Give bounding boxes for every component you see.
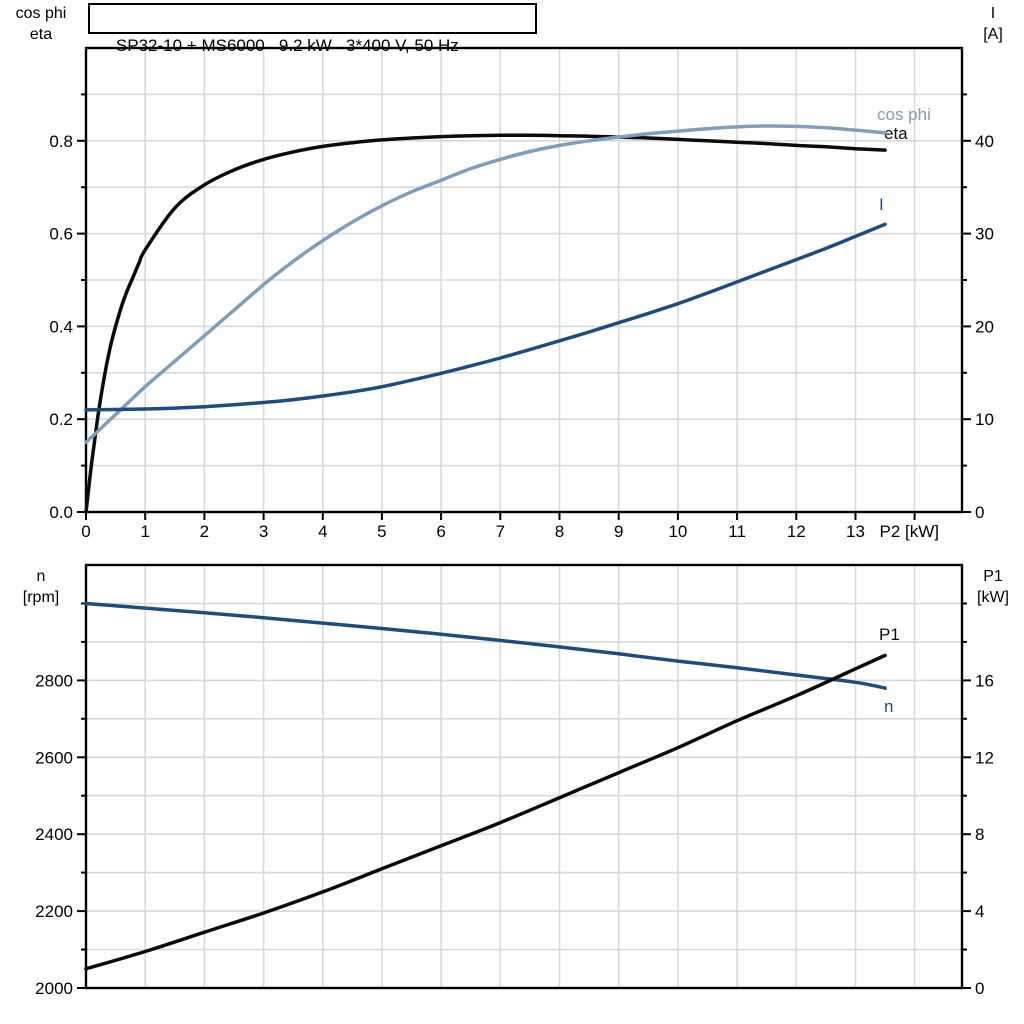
axis-title-speed: n (36, 568, 46, 585)
right-axis-tick-label: 8 (975, 825, 984, 844)
left-axis-tick-label: 2000 (35, 979, 73, 998)
x-axis-tick-label: 3 (259, 522, 268, 541)
x-axis-tick-label: 1 (140, 522, 149, 541)
left-axis-tick-label: 0.2 (49, 410, 73, 429)
left-axis-tick-label: 2200 (35, 902, 73, 921)
x-axis-tick-label: 13 (846, 522, 865, 541)
left-axis-tick-label: 2400 (35, 825, 73, 844)
curve-label-eta: eta (884, 124, 908, 143)
axis-title-speed-unit: [rpm] (22, 589, 60, 606)
x-axis-tick-label: 10 (668, 522, 687, 541)
left-axis-tick-label: 0.6 (49, 225, 73, 244)
right-axis-tick-label: 30 (975, 225, 994, 244)
left-axis-tick-label: 0.0 (49, 503, 73, 522)
x-axis-tick-label: 0 (81, 522, 90, 541)
chart-title-box: SP32-10 + MS6000 9.2 kW 3*400 V, 50 Hz (88, 3, 537, 55)
top-left-axis-title: cos phi eta (0, 3, 82, 45)
left-axis-tick-label: 0.8 (49, 132, 73, 151)
axis-title-current-unit: [A] (983, 26, 1003, 43)
x-axis-tick-label: 4 (318, 522, 327, 541)
curve-label-I: I (879, 195, 884, 214)
x-axis-tick-label: 9 (614, 522, 623, 541)
axis-title-cos-phi: cos phi (15, 5, 67, 22)
x-axis-tick-label: 6 (436, 522, 445, 541)
bottom-right-axis-title: P1 [kW] (962, 566, 1024, 608)
left-axis-tick-label: 2600 (35, 748, 73, 767)
right-axis-tick-label: 4 (975, 902, 984, 921)
right-axis-tick-label: 0 (975, 979, 984, 998)
top-right-axis-title: I [A] (962, 3, 1024, 45)
x-axis-title: P2 [kW] (880, 522, 940, 541)
right-axis-tick-label: 20 (975, 317, 994, 336)
plot-frame (84, 563, 964, 990)
left-axis-tick-label: 2800 (35, 671, 73, 690)
bottom-left-axis-title: n [rpm] (0, 566, 82, 608)
x-axis-tick-label: 5 (377, 522, 386, 541)
right-axis-tick-label: 0 (975, 503, 984, 522)
curve-label-P1: P1 (879, 625, 900, 644)
curve-eta (84, 133, 887, 514)
right-axis-tick-label: 10 (975, 410, 994, 429)
motor-curves-bottom: 2000 2200 2400 2600 2800 0 4 8 12 16 n P1 (35, 563, 994, 998)
left-axis-tick-label: 0.4 (49, 317, 73, 336)
curve-P1 (84, 653, 887, 971)
curve-cos_phi (84, 124, 887, 445)
right-axis-tick-label: 12 (975, 748, 994, 767)
axis-title-current: I (990, 5, 996, 22)
right-axis-tick-label: 16 (975, 671, 994, 690)
x-axis-tick-label: 12 (787, 522, 806, 541)
right-axis-tick-label: 40 (975, 132, 994, 151)
curve-label-cos_phi: cos phi (877, 105, 931, 124)
x-axis-tick-label: 11 (728, 522, 746, 541)
x-axis-tick-label: 8 (555, 522, 564, 541)
chart-title: SP32-10 + MS6000 9.2 kW 3*400 V, 50 Hz (115, 36, 459, 55)
axis-title-eta: eta (29, 26, 53, 43)
curve-n (84, 601, 887, 690)
x-axis-tick-label: 2 (200, 522, 209, 541)
axis-title-p1: P1 (983, 568, 1003, 585)
curve-label-n: n (884, 697, 893, 716)
curve-I (84, 222, 887, 412)
x-axis-tick-label: 7 (496, 522, 505, 541)
axis-title-p1-unit: [kW] (977, 589, 1009, 606)
